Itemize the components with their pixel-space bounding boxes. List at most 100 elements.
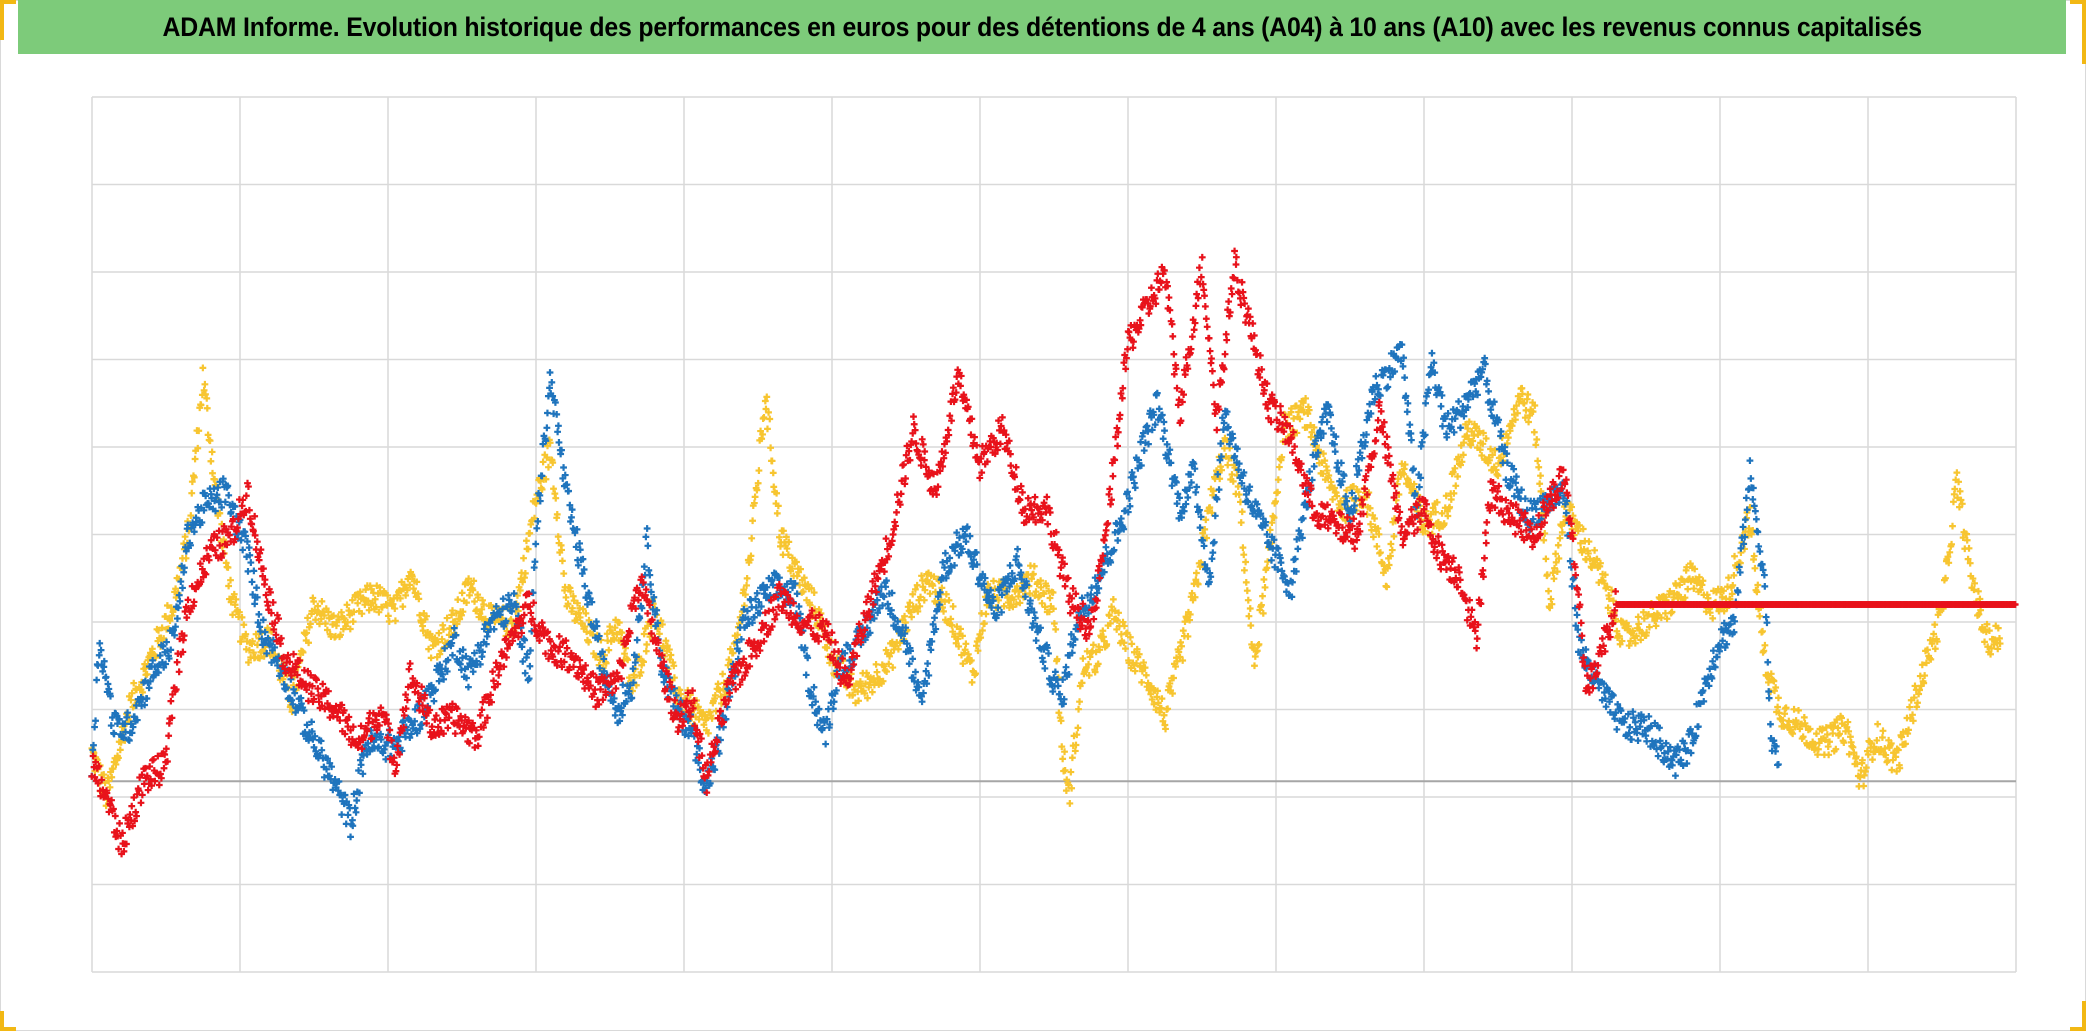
data-point — [1859, 756, 1866, 764]
data-point — [582, 610, 590, 617]
data-point — [743, 607, 751, 615]
data-point — [569, 604, 576, 612]
data-point — [250, 527, 257, 535]
data-point — [1091, 668, 1099, 676]
data-point — [93, 676, 101, 684]
data-point — [349, 618, 357, 626]
data-point — [408, 573, 416, 580]
data-point — [513, 603, 520, 611]
data-point — [335, 778, 343, 785]
data-point — [865, 683, 873, 691]
data-point — [792, 620, 800, 628]
data-point — [1720, 628, 1727, 636]
data-point — [1747, 475, 1755, 482]
data-point — [1860, 771, 1868, 779]
data-point — [1120, 525, 1128, 533]
data-point — [1238, 479, 1246, 487]
corner-accent — [0, 1011, 4, 1031]
data-point — [97, 646, 105, 654]
data-point — [712, 747, 719, 755]
data-point — [896, 639, 904, 647]
data-point — [561, 650, 569, 658]
data-point — [1824, 743, 1832, 750]
series-0 — [88, 247, 2019, 858]
data-point — [555, 439, 563, 446]
data-point — [1255, 640, 1263, 648]
data-point — [1829, 730, 1837, 737]
data-point — [1216, 475, 1224, 483]
data-point — [961, 646, 969, 654]
data-point — [1235, 466, 1242, 474]
data-point — [1030, 562, 1038, 570]
data-point — [402, 705, 410, 713]
data-point — [710, 743, 718, 751]
data-point — [633, 636, 641, 644]
data-point — [695, 715, 703, 723]
data-point — [625, 687, 633, 695]
data-point — [802, 671, 810, 679]
data-point — [1969, 575, 1977, 582]
data-point — [1422, 399, 1429, 407]
data-point — [1729, 581, 1737, 589]
data-point — [706, 779, 714, 787]
data-point — [168, 714, 176, 722]
data-point — [1469, 393, 1477, 401]
data-point — [631, 659, 639, 666]
data-point — [602, 691, 610, 699]
data-point — [1911, 682, 1919, 690]
data-point — [1524, 391, 1532, 398]
data-point — [504, 645, 511, 652]
data-point — [1957, 496, 1965, 504]
data-point — [1421, 527, 1429, 535]
data-point — [105, 685, 113, 693]
data-point — [1131, 484, 1139, 492]
data-point — [870, 615, 878, 622]
data-point — [788, 565, 796, 573]
data-point — [314, 602, 322, 610]
data-point — [303, 629, 311, 637]
data-point — [1242, 558, 1250, 566]
data-point — [456, 615, 464, 623]
data-point — [1308, 428, 1316, 436]
data-point — [199, 364, 207, 372]
data-point — [1259, 592, 1266, 600]
data-point — [1663, 615, 1671, 623]
data-point — [515, 622, 523, 630]
data-point — [435, 677, 443, 685]
data-point — [1879, 727, 1887, 735]
data-point — [902, 624, 910, 632]
data-point — [539, 458, 547, 466]
data-point — [273, 611, 281, 619]
data-point — [502, 617, 510, 625]
data-point — [1176, 653, 1184, 661]
data-point — [1751, 564, 1759, 572]
data-point — [1159, 717, 1167, 725]
data-point — [1450, 428, 1458, 436]
data-point — [148, 645, 156, 653]
data-point — [1110, 546, 1118, 554]
data-point — [1076, 698, 1083, 706]
data-point — [1032, 588, 1040, 596]
data-point — [329, 621, 336, 628]
data-point — [1115, 609, 1122, 617]
data-point — [585, 589, 593, 597]
data-point — [172, 585, 179, 593]
data-point — [599, 677, 607, 685]
data-point — [1737, 559, 1744, 567]
data-point — [862, 598, 870, 606]
data-point — [769, 581, 777, 589]
data-point — [1333, 492, 1341, 500]
data-point — [341, 730, 349, 738]
data-point — [993, 611, 1001, 619]
data-point — [1924, 646, 1931, 654]
data-point — [1696, 700, 1704, 708]
data-point — [213, 534, 221, 541]
data-point — [549, 653, 557, 661]
data-point — [1821, 736, 1829, 744]
data-point — [1138, 678, 1146, 686]
data-point — [660, 678, 668, 686]
data-point — [1468, 428, 1476, 435]
data-point — [1763, 619, 1771, 627]
data-point — [133, 812, 140, 820]
data-point — [968, 678, 976, 686]
